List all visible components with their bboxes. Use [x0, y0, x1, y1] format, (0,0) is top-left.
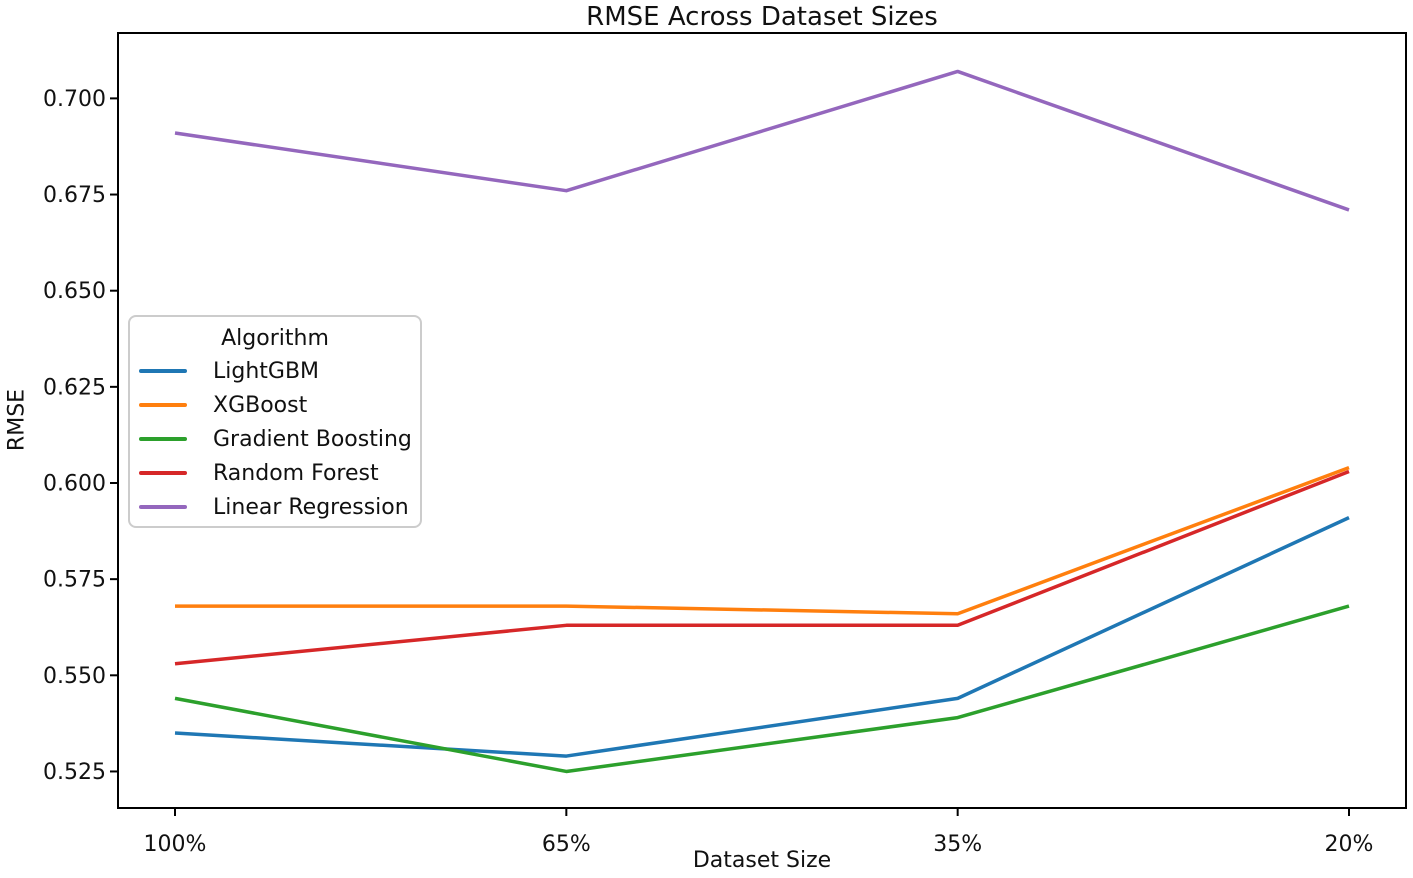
legend-swatch-gradient-boosting [139, 437, 187, 441]
x-axis-label: Dataset Size [692, 848, 832, 873]
y-tick-label: 0.650 [43, 279, 106, 304]
legend-entry: LightGBM [130, 354, 420, 388]
series-line-random-forest [174, 469, 1350, 666]
legend: Algorithm LightGBM XGBoost Gradient Boosti… [128, 315, 422, 528]
y-tick-label: 0.600 [43, 472, 106, 497]
legend-title: Algorithm [221, 326, 329, 351]
x-tick-label: 65% [542, 832, 591, 857]
legend-entry-label: Linear Regression [213, 494, 409, 520]
plot-border [117, 32, 1407, 809]
y-tick-label: 0.550 [43, 664, 106, 689]
legend-entry-label: LightGBM [213, 358, 320, 384]
series-line-linear-regression [174, 69, 1350, 212]
legend-swatch-xgboost [139, 403, 187, 407]
legend-swatch-random-forest [139, 471, 187, 475]
legend-entry: Gradient Boosting [130, 422, 420, 456]
y-tick-label: 0.525 [43, 760, 106, 785]
y-axis-label: RMSE [4, 388, 30, 452]
chart-title: RMSE Across Dataset Sizes [586, 2, 938, 32]
x-tick-label: 35% [933, 832, 982, 857]
series-line-gradient-boosting [174, 604, 1350, 774]
legend-entry: Linear Regression [130, 490, 420, 524]
legend-swatch-lightgbm [139, 369, 187, 373]
legend-swatch-linear-regression [139, 505, 187, 509]
legend-entry-label: XGBoost [213, 392, 308, 418]
y-tick-label: 0.675 [43, 183, 106, 208]
legend-entry-label: Gradient Boosting [213, 426, 412, 452]
series-line-xgboost [175, 465, 1350, 616]
y-tick-label: 0.575 [43, 568, 106, 593]
y-tick-label: 0.700 [43, 87, 106, 112]
x-tick-label: 20% [1325, 832, 1374, 857]
series-line-lightgbm [174, 516, 1350, 758]
legend-entry: XGBoost [130, 388, 420, 422]
y-tick-label: 0.625 [43, 375, 106, 400]
x-tick-label: 100% [144, 832, 207, 857]
legend-entry: Random Forest [130, 456, 420, 490]
legend-entry-label: Random Forest [213, 460, 379, 486]
